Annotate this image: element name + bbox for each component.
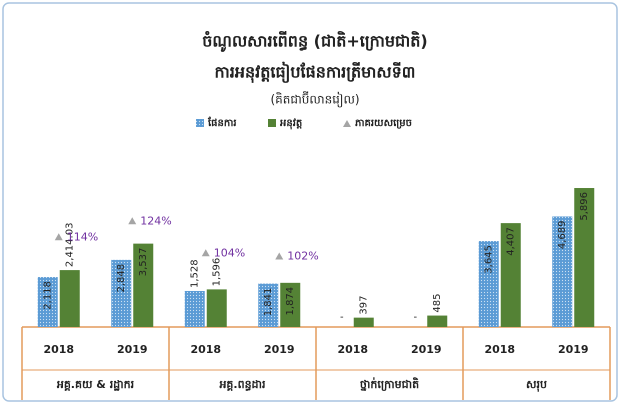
legend-marker [268,119,276,127]
bar [184,290,205,327]
bar [500,223,521,327]
value-label: 4,407 [506,227,517,256]
group-label: អគ្គ.ពន្ធដារ [218,378,266,391]
x-tick-label: 2018 [43,343,74,356]
marker [54,233,63,241]
legend-label: ភាគរយសម្រេច [355,118,413,129]
bar [574,188,595,327]
frame [2,2,618,402]
bar [206,289,227,327]
value-label: 114% [67,230,98,243]
value-label: 3,537 [138,248,149,277]
value-label: - [340,312,344,323]
chart-note: (គិតជាប៊ីលានរៀល) [270,91,359,108]
value-label: 1,528 [190,259,201,288]
bar [59,270,80,327]
x-tick-label: 2019 [117,343,148,356]
legend-marker [343,120,351,127]
group-label: ថ្នាក់ក្រោមជាតិ [360,377,419,391]
chart-subtitle: ការអនុវត្តធៀបផែនការត្រីមាសទី៣ [215,62,416,84]
x-tick-label: 2019 [411,343,442,356]
bar [111,259,132,327]
value-label: 1,841 [263,288,274,317]
value-label: 1,596 [212,258,223,287]
group-label: សរុប [526,378,547,392]
group-label: អគ្គ.គយ & រដ្ឋាករ [56,378,135,391]
bar [37,277,58,327]
legend-label: អនុវត្ត [279,118,302,130]
bar [478,241,499,327]
marker [128,217,137,225]
value-label: 485 [432,293,443,312]
value-label: 124% [140,214,171,227]
value-label: 3,645 [484,245,495,274]
x-tick-label: 2019 [264,343,295,356]
bar [552,216,573,327]
legend-marker [196,119,204,127]
marker [275,252,284,260]
x-tick-label: 2018 [190,343,221,356]
value-label: 2,848 [116,264,127,293]
x-tick-label: 2018 [337,343,368,356]
value-label: 397 [359,296,370,315]
value-label: 5,896 [579,192,590,221]
bar [258,283,279,327]
value-label: 102% [287,250,318,263]
value-label: - [413,312,417,323]
value-label: 1,874 [285,287,296,316]
bar [427,315,448,327]
value-label: 4,689 [557,220,568,249]
marker [201,249,210,257]
bar [280,282,301,327]
bar [353,317,374,327]
bar [133,243,154,327]
x-tick-label: 2018 [484,343,515,356]
x-tick-label: 2019 [558,343,589,356]
legend-label: ផែនការ [207,116,237,129]
chart-title: ចំណូលសារពើពន្ធ (ជាតិ+ក្រោមជាតិ) [202,31,427,53]
value-label: 104% [214,246,245,259]
value-label: 2,414.03 [65,223,76,268]
value-label: 2,118 [43,281,54,310]
